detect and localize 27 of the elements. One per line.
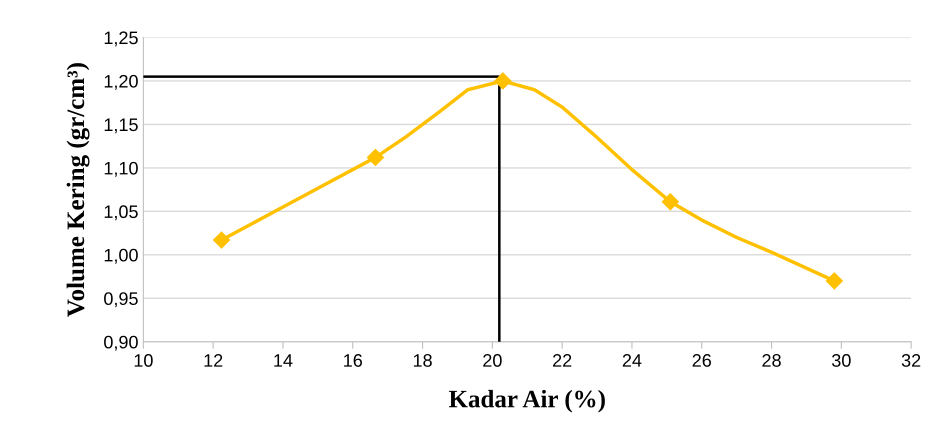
- x-tick-label: 12: [204, 354, 222, 367]
- x-tick-label: 32: [902, 354, 920, 367]
- point: [494, 72, 512, 90]
- x-tick-label: 16: [344, 354, 362, 367]
- y-tick-label: 1,05: [104, 205, 138, 220]
- y-tick-label: 0,90: [104, 336, 138, 351]
- point: [826, 272, 843, 290]
- x-tick-label: 18: [414, 354, 432, 367]
- x-tick-label: 14: [274, 354, 292, 367]
- x-tick-label: 22: [553, 354, 572, 367]
- x-tick-label: 26: [692, 354, 711, 367]
- point: [366, 148, 384, 166]
- y-axis-title: Volume Kering (gr/cm³): [66, 63, 90, 317]
- y-tick-label: 1,00: [104, 248, 138, 264]
- point: [212, 232, 230, 249]
- y-tick-label: 0,95: [104, 292, 138, 308]
- y-tick-label: 1,15: [104, 118, 138, 134]
- x-tick-label: 30: [832, 354, 851, 367]
- x-axis-title: Kadar Air (%): [448, 390, 605, 413]
- x-tick-label: 20: [483, 354, 502, 367]
- y-tick-label: 1,20: [104, 74, 138, 90]
- x-tick-label: 24: [622, 354, 642, 367]
- x-tick-label: 10: [134, 354, 153, 367]
- point: [662, 193, 679, 210]
- y-tick-label: 1,10: [104, 162, 138, 177]
- x-tick-label: 28: [762, 354, 781, 367]
- y-tick-label: 1,25: [104, 31, 138, 46]
